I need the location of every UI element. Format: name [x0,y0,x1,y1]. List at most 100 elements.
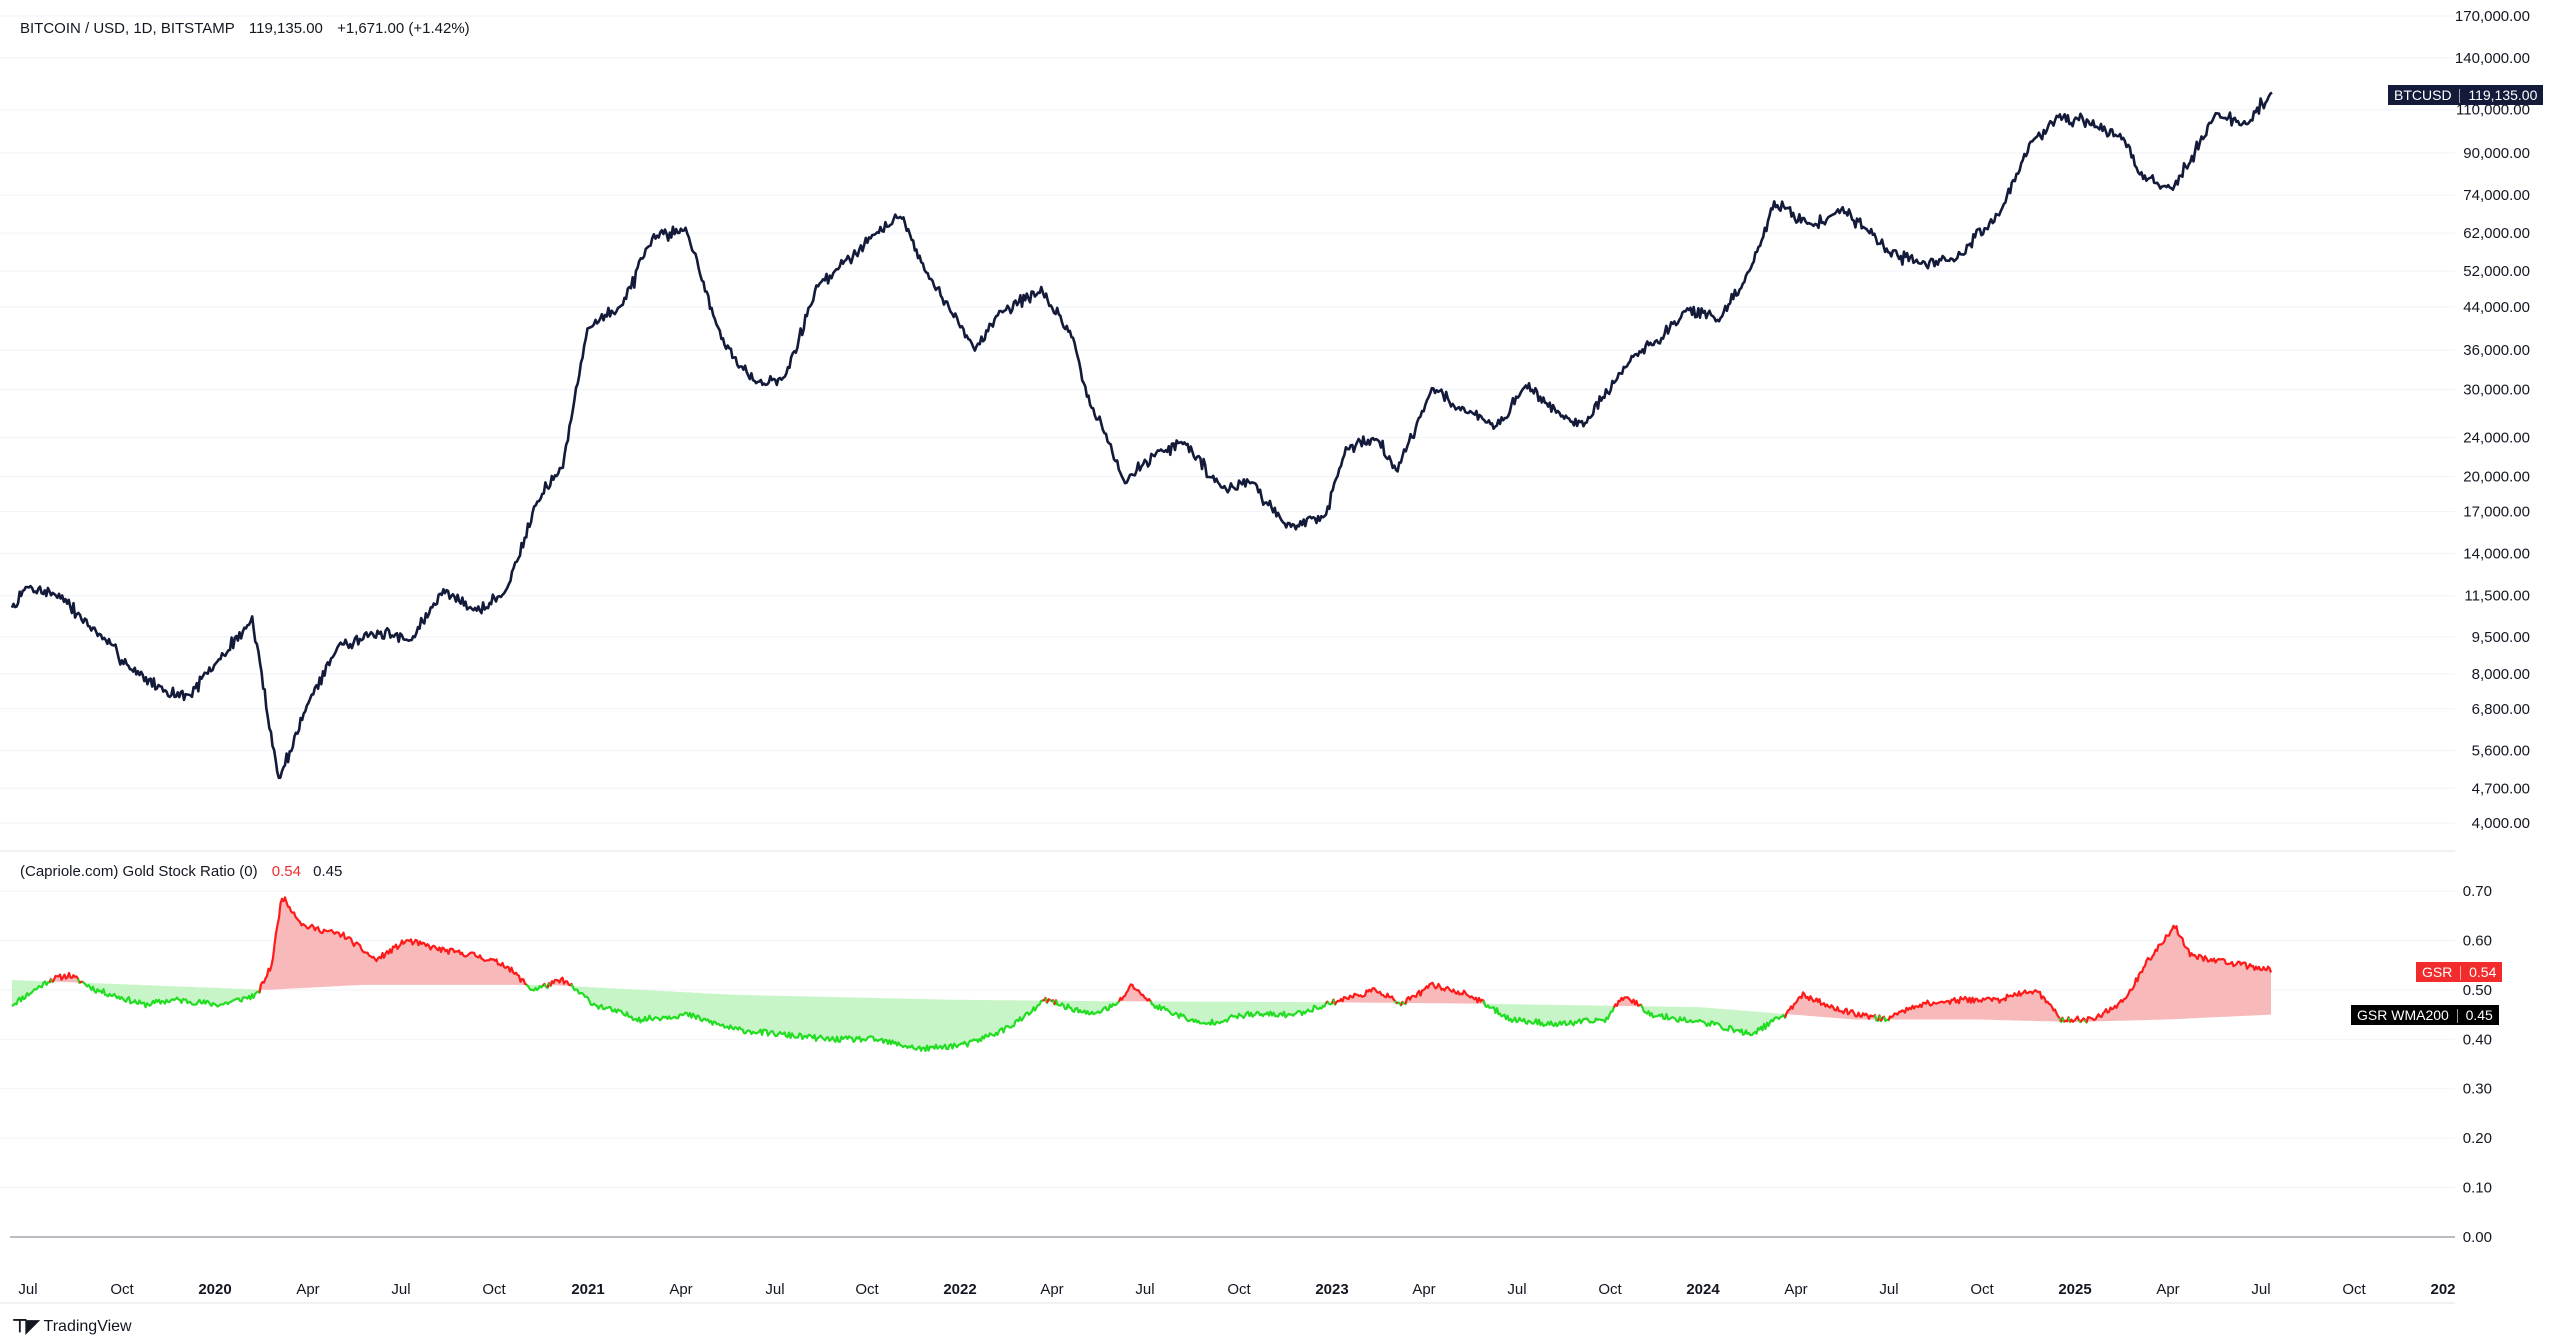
gsr-line[interactable] [11,896,2273,1053]
price-tick-label[interactable]: 4,700.00 [2472,780,2530,797]
price-tick-label[interactable]: 90,000.00 [2463,145,2530,162]
gsr-line-segment-24[interactable] [1149,1000,1329,1026]
gsr-line-segment-29[interactable] [1334,986,1398,1006]
time-tick-label[interactable]: Oct [855,1281,879,1298]
gsr-line-segment-55[interactable] [2085,924,2273,1023]
price-tick-label[interactable]: 110,000.00 [2456,102,2530,119]
gsr-line-segment-0[interactable] [11,978,52,1008]
time-tick-label[interactable]: 2021 [571,1281,604,1298]
time-tick-label[interactable]: 202 [2430,1281,2455,1298]
price-tick-label[interactable]: 170,000.00 [2455,8,2530,25]
gsr-tick-label[interactable]: 0.00 [2463,1229,2492,1246]
price-tick-label[interactable]: 5,600.00 [2472,743,2530,760]
price-tick-label[interactable]: 52,000.00 [2463,263,2530,280]
gsr-line-segment-39[interactable] [1783,991,1878,1021]
gsr-fill-6 [82,981,261,1008]
time-tick-label[interactable]: Apr [669,1281,692,1298]
time-tick-label[interactable]: 2023 [1315,1281,1348,1298]
gsr-line-segment-36[interactable] [1482,1000,1617,1028]
time-tick-label[interactable]: Oct [1970,1281,1994,1298]
gsr-line-segment-14[interactable] [570,983,1045,1053]
gsr-line-segment-6[interactable] [81,980,263,1009]
time-tick-label[interactable]: Apr [1784,1281,1807,1298]
price-change: +1,671.00 (+1.42%) [337,20,470,37]
symbol-legend[interactable]: BITCOIN / USD, 1D, BITSTAMP 119,135.00 +… [20,20,480,37]
time-tick-label[interactable]: Jul [391,1281,410,1298]
gsr-tick-label[interactable]: 0.60 [2463,932,2492,949]
time-tick-label[interactable]: 2025 [2058,1281,2091,1298]
price-tick-label[interactable]: 62,000.00 [2463,225,2530,242]
price-tick-label[interactable]: 20,000.00 [2463,469,2530,486]
time-tick-label[interactable]: 2020 [198,1281,231,1298]
time-tick-label[interactable]: Apr [1412,1281,1435,1298]
time-tick-label[interactable]: Oct [2342,1281,2366,1298]
gsr-line-segment-8[interactable] [525,983,546,992]
time-tick-label[interactable]: Apr [1040,1281,1063,1298]
indicator-legend[interactable]: (Capriole.com) Gold Stock Ratio (0) 0.54… [20,863,352,880]
time-tick-label[interactable]: Oct [1227,1281,1251,1298]
price-tick-label[interactable]: 6,800.00 [2472,701,2530,718]
gold-stock-ratio-pane[interactable] [10,896,2455,1238]
gsr-tag-value: 0.54 [2469,964,2497,980]
price-tick-label[interactable]: 4,000.00 [2472,815,2530,832]
price-tick-label[interactable]: 44,000.00 [2463,299,2530,316]
time-tick-label[interactable]: Jul [765,1281,784,1298]
gsr-line-segment-35[interactable] [1404,981,1487,1006]
gsr-line-segment-37[interactable] [1613,996,1644,1009]
gsr-line-segment-38[interactable] [1640,1004,1788,1037]
price-tick-label[interactable]: 24,000.00 [2463,429,2530,446]
price-tick-label[interactable]: 17,000.00 [2463,504,2530,521]
btc-price-pane[interactable] [10,91,2273,780]
gsr-line-segment-51[interactable] [2069,1015,2082,1023]
price-tick-label[interactable]: 11,500.00 [2464,588,2530,605]
wma-tag-label: GSR WMA200 [2357,1007,2449,1023]
tradingview-logo[interactable]: ⊤◤ TradingView [12,1316,132,1337]
price-tick-label[interactable]: 9,500.00 [2472,629,2530,646]
gsr-line-segment-13[interactable] [549,976,575,988]
indicator-title: (Capriole.com) Gold Stock Ratio (0) [20,863,258,880]
tradingview-logo-icon: ⊤◤ [12,1316,39,1336]
gsr-fill-7 [259,897,528,993]
gsr-line-segment-45[interactable] [1887,988,2063,1023]
gsr-tick-label[interactable]: 0.40 [2463,1031,2492,1048]
gsr-line-segment-7[interactable] [258,896,529,993]
time-tick-label[interactable]: Oct [110,1281,134,1298]
time-tick-label[interactable]: Oct [1598,1281,1622,1298]
gsr-axis[interactable]: 0.70 0.60 0.50 0.40 0.30 0.20 0.10 0.00 [2463,883,2492,1246]
indicator-gsr-value: 0.54 [271,863,301,880]
gsr-value-tag[interactable]: GSR 0.54 [2416,962,2503,982]
gsr-line-segment-3[interactable] [51,971,81,984]
gsr-wma-tag[interactable]: GSR WMA200 0.45 [2351,1005,2499,1025]
time-tick-label[interactable]: Apr [2156,1281,2179,1298]
gsr-line-segment-23[interactable] [1117,983,1154,1005]
time-axis[interactable]: Jul Oct 2020 Apr Jul Oct 2021 Apr Jul Oct 2022 Apr J… [18,1281,2455,1298]
price-tick-label[interactable]: 8,000.00 [2472,666,2530,683]
price-axis[interactable]: 170,000.00 140,000.00 110,000.00 90,000.00 7… [2455,8,2530,832]
time-tick-label[interactable]: Jul [1135,1281,1154,1298]
time-tick-label[interactable]: Oct [482,1281,506,1298]
time-tick-label[interactable]: Jul [1507,1281,1526,1298]
gsr-tick-label[interactable]: 0.50 [2463,982,2492,999]
gsr-fill-45 [1888,990,2061,1022]
gsr-tick-label[interactable]: 0.30 [2463,1081,2492,1098]
price-tick-label[interactable]: 30,000.00 [2463,381,2530,398]
symbol-title: BITCOIN / USD, 1D, BITSTAMP [20,20,235,37]
indicator-wma-value: 0.45 [313,863,343,880]
time-tick-label[interactable]: Jul [2251,1281,2270,1298]
gsr-fill-10 [544,983,549,988]
price-tick-label[interactable]: 14,000.00 [2463,545,2530,562]
time-tick-label[interactable]: 2024 [1686,1281,1720,1298]
gsr-tick-label[interactable]: 0.70 [2463,883,2492,900]
btcusd-price-tag[interactable]: BTCUSD 119,135.00 [2388,85,2544,105]
price-tick-label[interactable]: 36,000.00 [2463,342,2530,359]
time-tick-label[interactable]: Apr [296,1281,319,1298]
gsr-tick-label[interactable]: 0.20 [2463,1130,2492,1147]
time-tick-label[interactable]: Jul [18,1281,37,1298]
price-tick-label[interactable]: 74,000.00 [2463,187,2530,204]
time-tick-label[interactable]: Jul [1879,1281,1898,1298]
gsr-line-segment-22[interactable] [1054,997,1122,1016]
time-tick-label[interactable]: 2022 [943,1281,976,1298]
price-tick-label[interactable]: 140,000.00 [2455,50,2530,67]
btc-price-line[interactable] [10,91,2273,780]
gsr-tick-label[interactable]: 0.10 [2463,1180,2492,1197]
